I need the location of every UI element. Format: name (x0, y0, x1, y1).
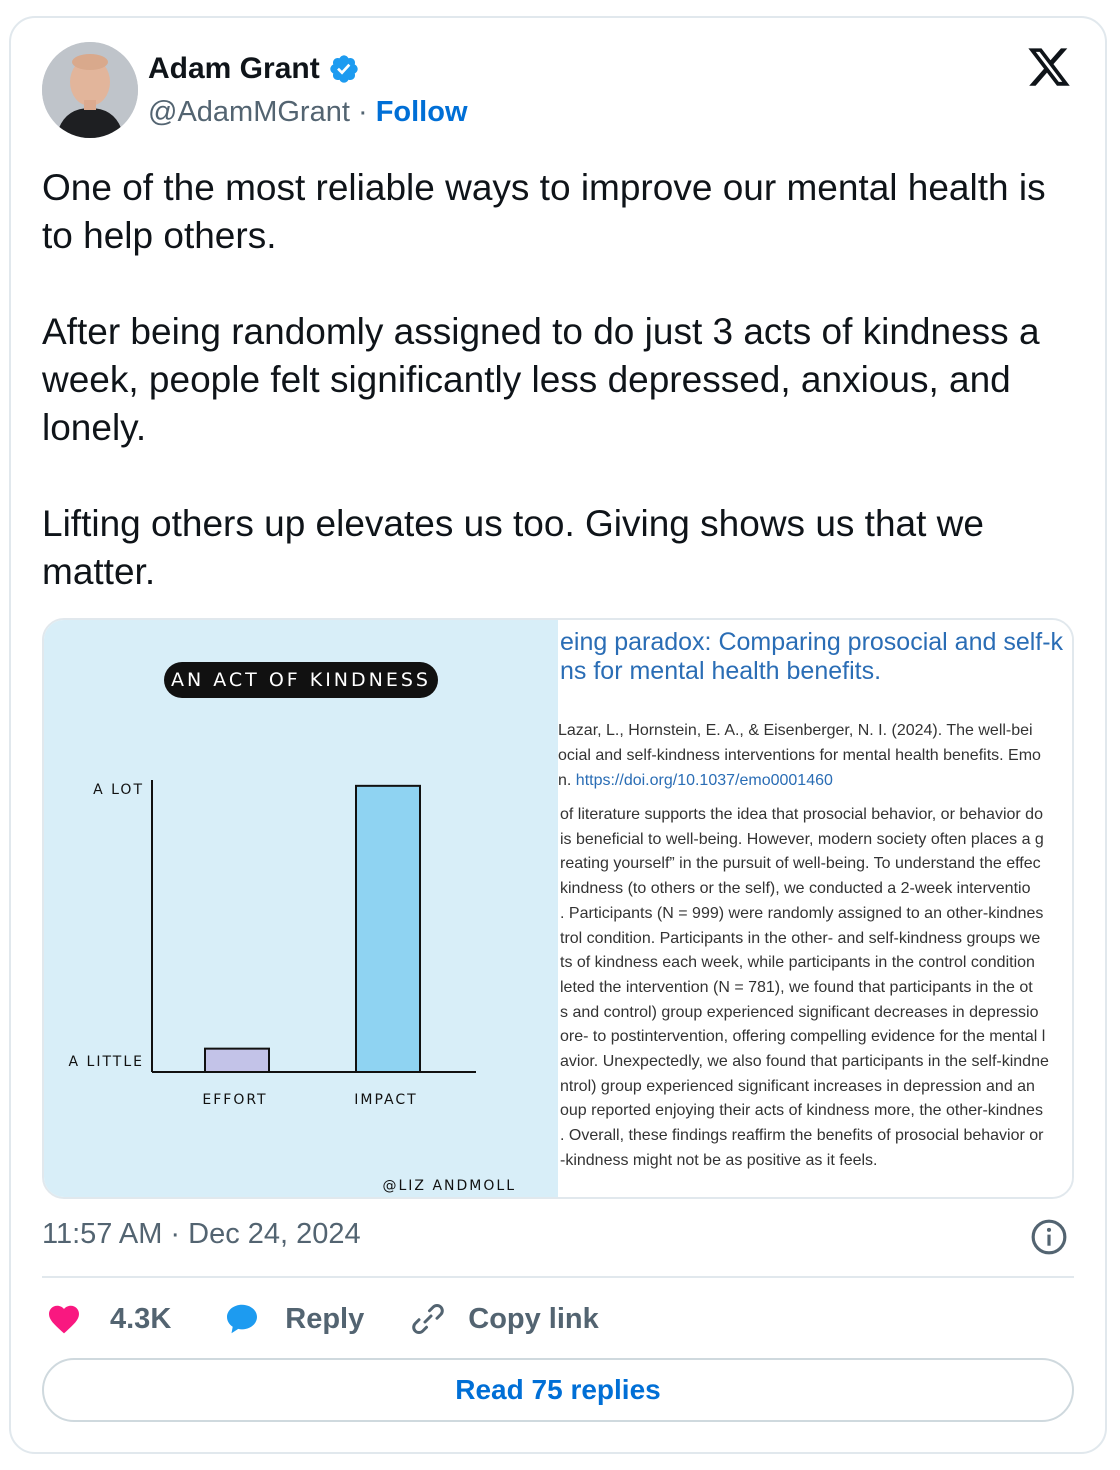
abstract-line: oup reported enjoying their acts of kind… (560, 1102, 1043, 1120)
abstract-line: leted the intervention (N = 781), we fou… (560, 978, 1033, 996)
abstract-line: ntrol) group experienced significant inc… (560, 1077, 1035, 1095)
abstract-line: -kindness might not be as positive as it… (560, 1151, 878, 1169)
copy-link-button[interactable]: Copy link (410, 1301, 599, 1337)
tweet-timestamp[interactable]: 11:57 AM · Dec 24, 2024 (42, 1218, 361, 1250)
citation-line: ocial and self-kindness interventions fo… (558, 747, 1041, 764)
abstract-line: ore- to postintervention, offering compe… (560, 1028, 1046, 1046)
separator-dot: · (357, 96, 368, 128)
bar-effort (204, 1047, 270, 1074)
paper-excerpt: eing paradox: Comparing prosocial and se… (558, 620, 1072, 1197)
abstract-line: . Participants (N = 999) were randomly a… (560, 904, 1044, 922)
paper-citation: Lazar, L., Hornstein, E. A., & Eisenberg… (558, 718, 1072, 793)
x-logo-icon[interactable] (1026, 44, 1072, 90)
abstract-line: kindness (to others or the self), we con… (560, 880, 1031, 898)
tweet-paragraph: One of the most reliable ways to improve… (42, 167, 1046, 256)
follow-button[interactable]: Follow (375, 96, 468, 128)
bar-impact (355, 784, 421, 1073)
verified-badge-icon (330, 55, 358, 83)
abstract-line: trol condition. Participants in the othe… (560, 929, 1041, 947)
tweet-paragraph: After being randomly assigned to do just… (42, 311, 1040, 448)
paper-title-line: eing paradox: Comparing prosocial and se… (560, 628, 1064, 656)
copy-link-label: Copy link (468, 1302, 599, 1335)
citation-line: Lazar, L., Hornstein, E. A., & Eisenberg… (558, 722, 1033, 739)
kindness-bar-chart: A LOT A LITTLE EFFORT IMPACT @LIZ ANDMOLL (69, 780, 517, 1194)
citation-line: n. https://doi.org/10.1037/emo0001460 (558, 768, 1072, 793)
reply-bubble-icon (227, 1304, 258, 1334)
tweet-paragraph: Lifting others up elevates us too. Givin… (42, 503, 984, 592)
reply-label: Reply (285, 1302, 365, 1335)
author-handle[interactable]: @AdamMGrant (148, 96, 350, 128)
abstract-line: avior. Unexpectedly, we also found that … (560, 1053, 1049, 1071)
x-category-label: EFFORT (202, 1092, 267, 1108)
tweet-text: One of the most reliable ways to improve… (42, 164, 1082, 596)
read-replies-button[interactable]: Read 75 replies (42, 1358, 1074, 1422)
abstract-line: . Overall, these findings reaffirm the b… (560, 1127, 1044, 1145)
abstract-line: of literature supports the idea that pro… (560, 806, 1043, 823)
like-count: 4.3K (110, 1302, 172, 1335)
author-handle-row: @AdamMGrant · Follow (148, 96, 468, 129)
citation-prefix: n. (558, 772, 576, 789)
abstract-line: reating yourself” in the pursuit of well… (560, 855, 1041, 873)
ytick-label: A LOT (93, 782, 144, 798)
like-button[interactable]: 4.3K (42, 1301, 171, 1337)
ytick-label: A LITTLE (69, 1054, 144, 1070)
doi-link[interactable]: https://doi.org/10.1037/emo0001460 (575, 772, 833, 789)
link-icon (412, 1303, 445, 1335)
paper-abstract: of literature supports the idea that pro… (558, 803, 1072, 1174)
comic-panel: AN ACT OF KINDNESS A LOT A LITTLE EFFORT… (44, 620, 558, 1197)
action-bar: 4.3K Reply Copy link (42, 1296, 599, 1342)
author-name-row: Adam Grant (148, 52, 360, 86)
abstract-line: is beneficial to well-being. However, mo… (560, 830, 1044, 848)
avatar[interactable] (42, 42, 138, 138)
paper-title: eing paradox: Comparing prosocial and se… (560, 628, 1072, 686)
author-name[interactable]: Adam Grant (148, 52, 320, 85)
comic-title: AN ACT OF KINDNESS (164, 662, 438, 698)
abstract-line: ts of kindness each week, while particip… (560, 954, 1035, 972)
info-icon[interactable] (1030, 1218, 1068, 1256)
tweet-media[interactable]: AN ACT OF KINDNESS A LOT A LITTLE EFFORT… (42, 618, 1074, 1199)
abstract-line: s and control) group experienced signifi… (560, 1003, 1039, 1021)
heart-icon (49, 1305, 79, 1334)
divider (42, 1276, 1074, 1278)
reply-button[interactable]: Reply (223, 1301, 364, 1337)
comic-credit: @LIZ ANDMOLL (383, 1178, 517, 1194)
x-category-label: IMPACT (354, 1092, 417, 1108)
paper-title-line: ns for mental health benefits. (560, 657, 882, 685)
